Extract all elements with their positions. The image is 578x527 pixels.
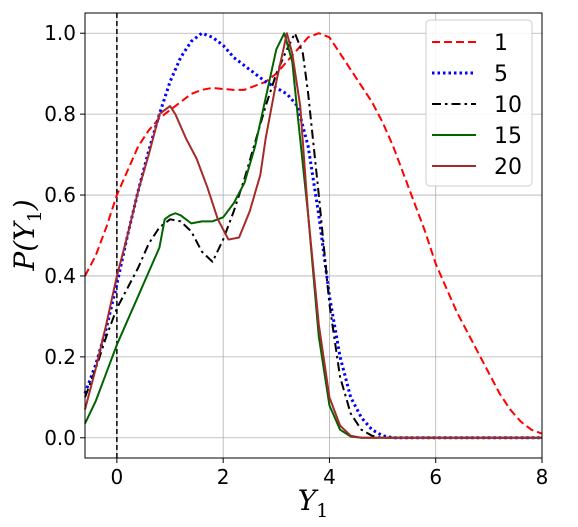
x-tick-label: 0: [111, 465, 124, 489]
y-tick-label: 1.0: [44, 21, 76, 45]
series-line-20: [84, 32, 542, 439]
series-line-10: [84, 32, 542, 439]
y-tick-label: 0.6: [44, 183, 76, 207]
legend-frame: [425, 19, 533, 187]
x-tick-label: 2: [217, 465, 230, 489]
x-tick-label: 8: [536, 465, 549, 489]
x-axis-label: Y1: [298, 484, 329, 522]
y-axis-label: P(Y1): [8, 199, 46, 271]
legend-label-1: 1: [494, 31, 508, 56]
series-line-15: [84, 32, 542, 439]
series-line-1: [84, 32, 543, 435]
legend-label-15: 15: [494, 124, 522, 149]
y-tick-label: 0.0: [44, 426, 76, 450]
x-axis-label-subscript: 1: [316, 500, 328, 522]
y-tick-label: 0.4: [44, 264, 76, 288]
y-tick-label: 0.8: [44, 102, 76, 126]
ticks: 0 2 4 6 8 0.0 0.2 0.4 0.6 0.8 1.0: [44, 21, 548, 489]
legend-label-5: 5: [494, 62, 508, 87]
x-tick-label: 4: [323, 465, 336, 489]
x-axis-label-main: Y: [298, 484, 319, 517]
legend-label-20: 20: [494, 155, 522, 180]
x-tick-label: 6: [429, 465, 442, 489]
plot-frame: [84, 12, 543, 459]
y-axis-label-subscript: 1: [24, 210, 46, 222]
y-axis-label-prefix: P(Y: [8, 220, 41, 272]
y-axis-label-suffix: ): [8, 199, 41, 211]
y-tick-label: 0.2: [44, 345, 76, 369]
series-layer: [83, 31, 543, 440]
legend-label-10: 10: [494, 93, 522, 118]
